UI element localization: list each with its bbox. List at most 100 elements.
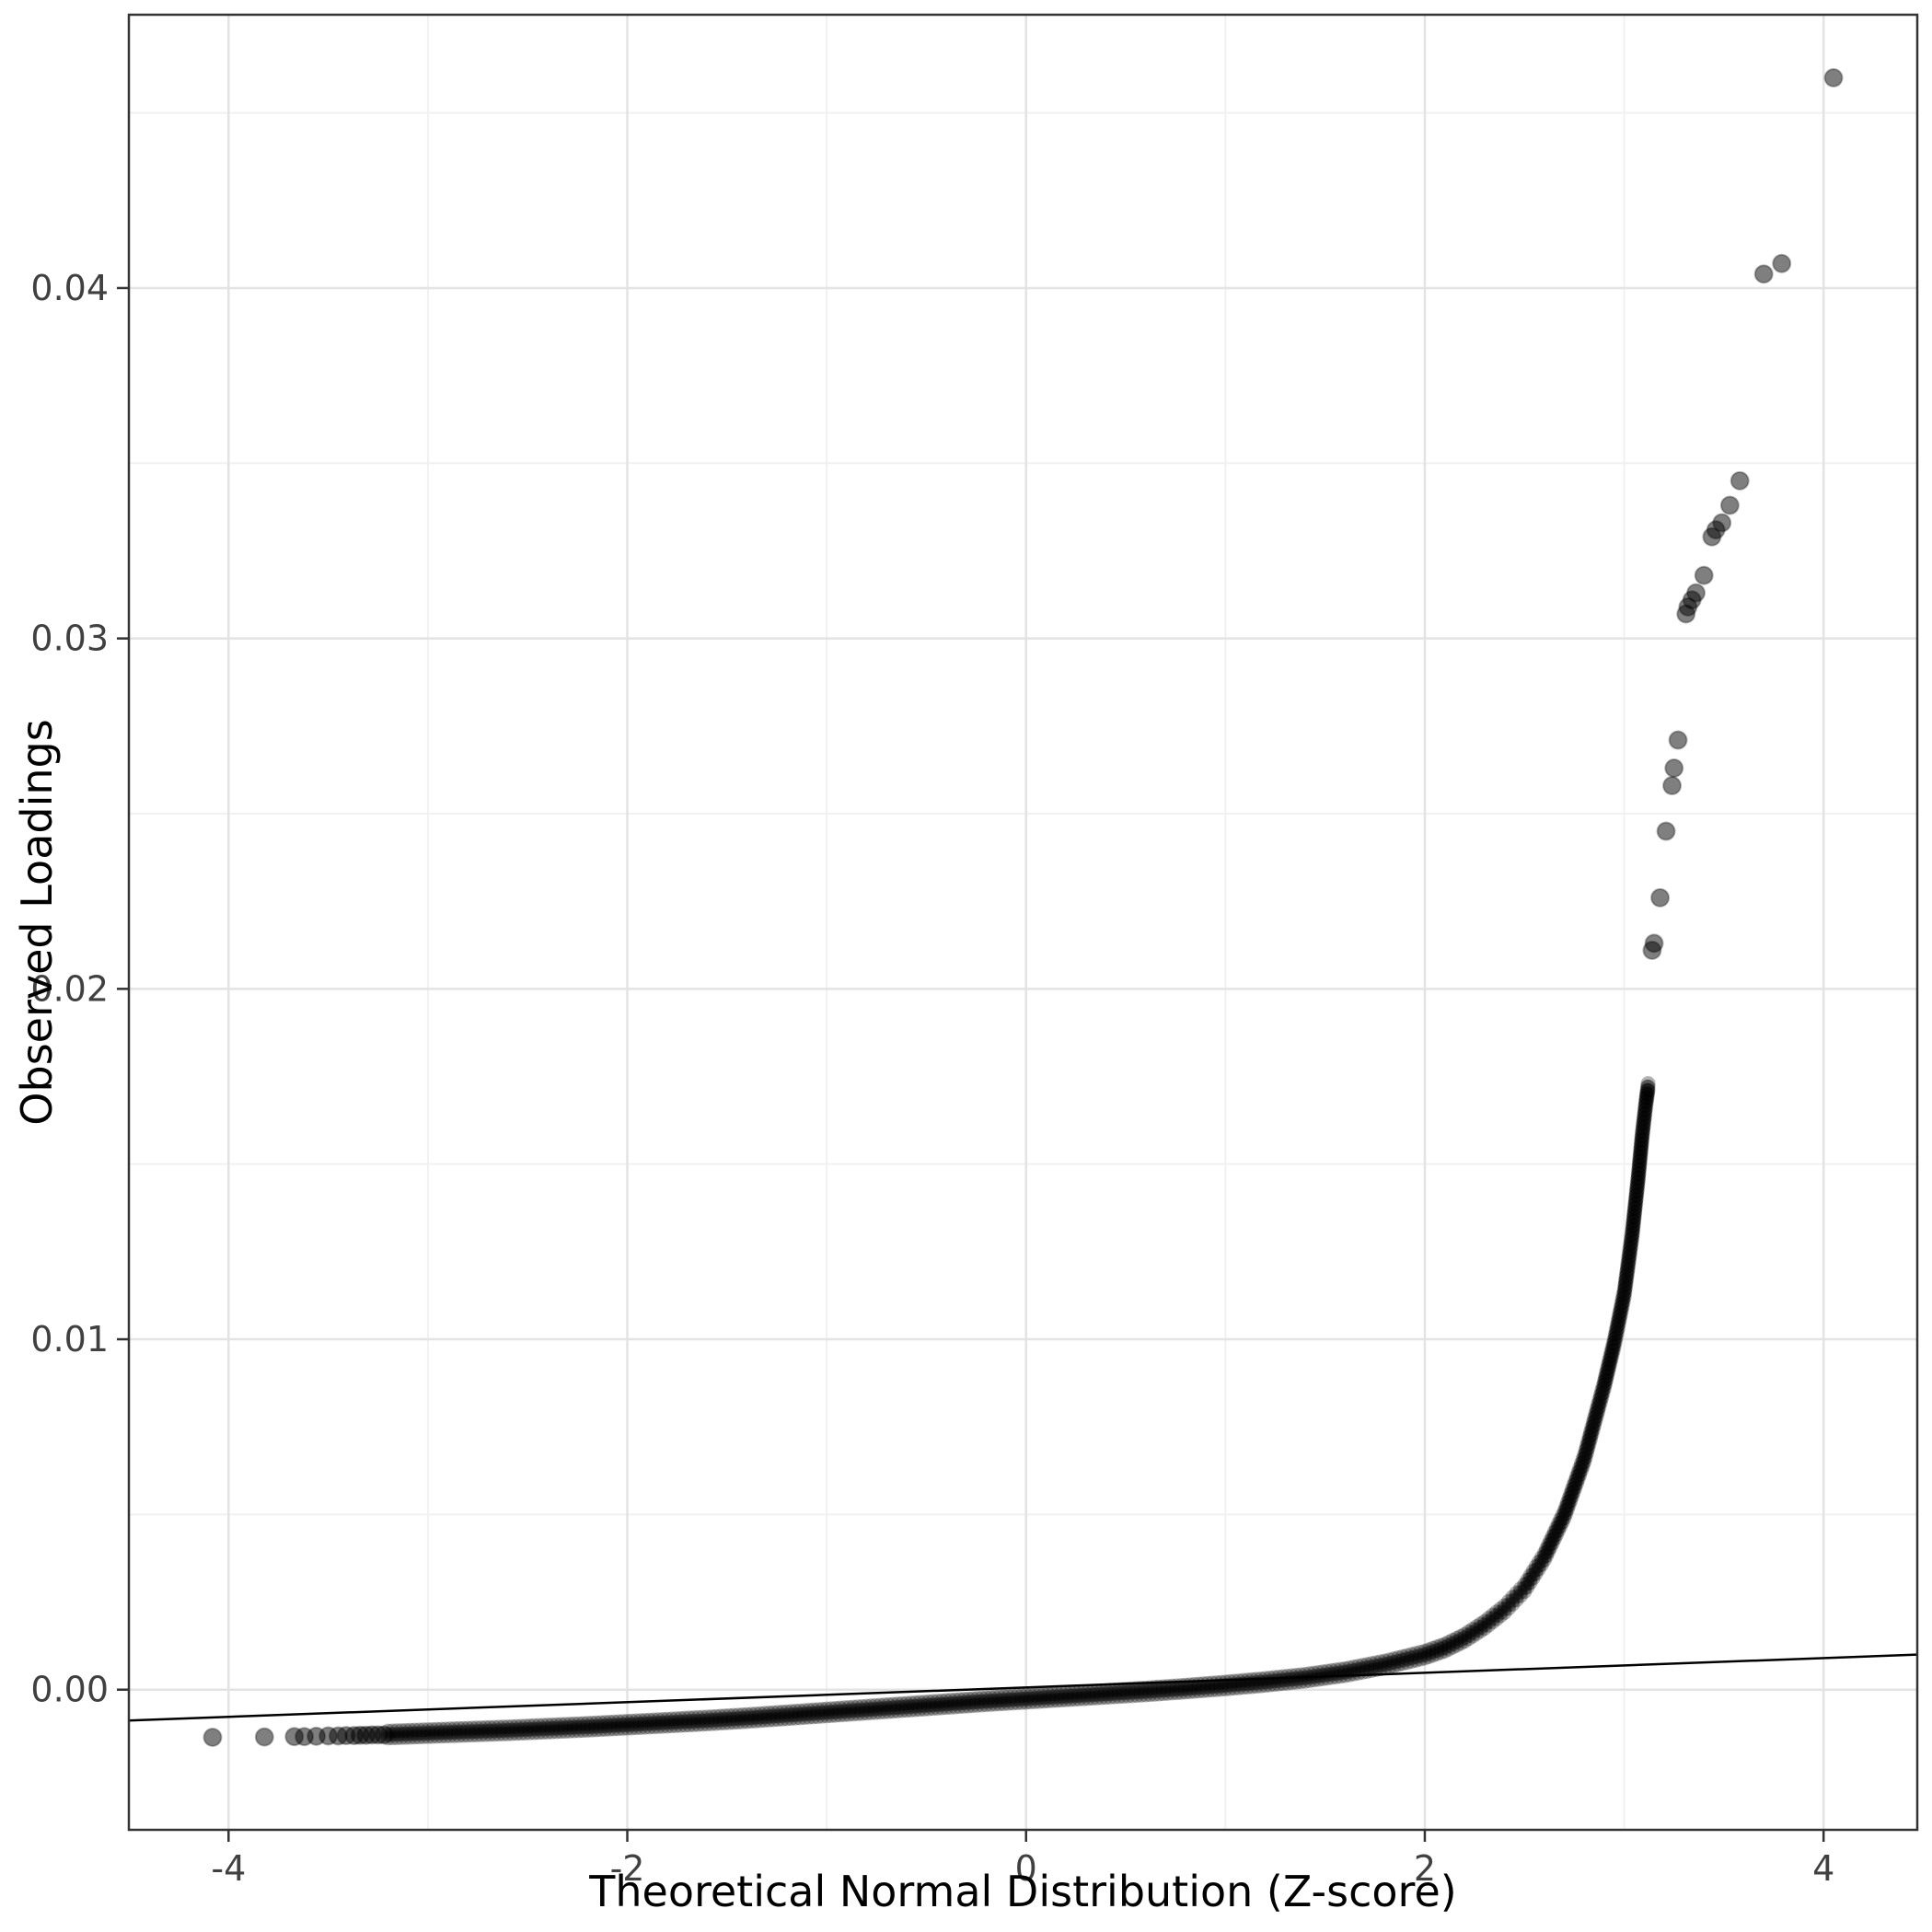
data-point [1627,1197,1643,1212]
data-point [1517,1584,1533,1600]
data-point [1517,1577,1533,1592]
data-point [854,1698,870,1714]
data-point [456,1724,471,1740]
data-point [881,1696,897,1712]
data-point [1638,1090,1654,1105]
data-point [1040,1686,1056,1702]
data-point [1049,1689,1065,1705]
data-point [629,1713,644,1729]
data-point [1558,1502,1574,1518]
data-point [1604,1343,1620,1359]
data-point [827,1700,843,1716]
data-point [1178,1681,1194,1696]
data-point [1568,1473,1583,1488]
data-point [1315,1668,1331,1683]
data-point [783,1707,799,1723]
data-point [651,1718,666,1734]
data-point [1610,1313,1625,1329]
data-point [823,1701,839,1717]
data-point [1626,1209,1642,1225]
data-point [1625,1226,1640,1242]
data-point [1543,1533,1558,1548]
data-point [1497,1602,1512,1617]
data-point [460,1724,476,1740]
data-point [988,1689,1003,1705]
data-point [837,1704,852,1719]
data-point [659,1715,675,1730]
data-point [1081,1687,1096,1703]
data-point [1209,1678,1224,1694]
data-point [1036,1686,1052,1702]
data-point [797,1703,813,1718]
data-point [1548,1520,1564,1535]
data-point [575,1716,591,1731]
data-point [939,1696,954,1712]
data-point [1289,1667,1304,1683]
data-point [801,1709,816,1725]
data-point [1084,1683,1100,1699]
data-point [1429,1639,1444,1655]
data-point [1568,1475,1584,1491]
data-point [1209,1675,1224,1691]
data-point [1694,565,1714,585]
data-point [1461,1627,1476,1643]
data-point [549,1720,564,1736]
data-point [1633,1138,1649,1153]
data-point [504,1722,520,1738]
data-point [1040,1690,1056,1706]
data-point [1461,1624,1476,1639]
data-point [673,1714,688,1730]
data-point [717,1715,733,1730]
data-point [536,1721,551,1737]
data-point [1253,1678,1268,1694]
data-point [1240,1679,1255,1695]
data-point [1382,1652,1397,1668]
data-point [1566,1481,1581,1497]
data-point [1558,1506,1574,1521]
data-point [1449,1634,1464,1649]
data-point [1120,1682,1136,1697]
data-point [434,1721,449,1737]
data-point [735,1714,750,1730]
data-point [952,1695,967,1711]
data-point [1404,1650,1419,1666]
data-point [1617,1278,1633,1293]
data-point [1631,1162,1647,1177]
data-point [473,1720,489,1736]
data-point [629,1717,644,1732]
data-point [908,1695,923,1710]
data-point [1637,1105,1653,1121]
data-point [930,1700,945,1716]
data-point [722,1711,737,1727]
data-point [1461,1631,1476,1647]
data-point [925,1694,941,1709]
data-point [504,1726,520,1741]
data-point [1275,1676,1290,1692]
data-point [1437,1643,1452,1659]
y-tick-label: 0.02 [30,968,109,1009]
data-point [429,1725,445,1741]
data-point [1182,1684,1197,1700]
data-point [1512,1581,1528,1597]
data-point [1637,1098,1653,1114]
data-point [1601,1357,1616,1372]
data-point [416,1729,432,1744]
data-point [1445,1632,1461,1648]
data-point [1656,821,1676,841]
data-point [1522,1571,1538,1587]
data-point [1178,1684,1194,1700]
data-point [983,1690,999,1706]
data-point [1107,1685,1123,1701]
data-point [1372,1658,1388,1673]
data-point [766,1705,781,1720]
data-point [1062,1692,1078,1707]
data-point [1629,1183,1645,1198]
data-point [1408,1652,1424,1668]
data-point [1616,1290,1632,1305]
data-point [610,1714,626,1730]
data-point [416,1726,432,1741]
data-point [947,1699,963,1715]
data-point [495,1723,511,1739]
data-point [1607,1334,1623,1349]
data-point [1617,1281,1633,1297]
